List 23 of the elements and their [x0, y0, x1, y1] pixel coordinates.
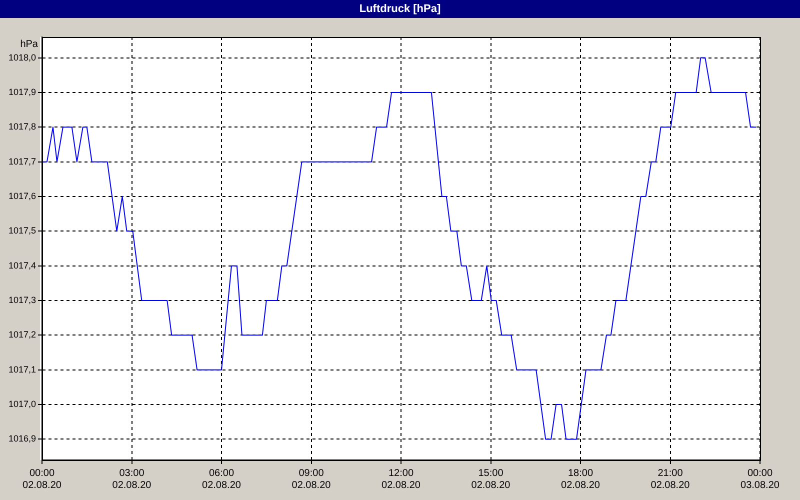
- x-tick-label: 12:00 02.08.20: [382, 468, 421, 491]
- y-tick-label: 1017,8: [8, 122, 36, 132]
- x-tick-label: 15:00 02.08.20: [471, 468, 511, 491]
- y-tick-label: 1017,4: [8, 260, 36, 270]
- y-tick-label: 1017,3: [8, 294, 36, 305]
- y-tick-label: 1018,0: [8, 52, 36, 62]
- y-tick-label: 1016,9: [8, 434, 36, 444]
- x-tick-label: 21:00 02.08.20: [650, 468, 690, 491]
- y-tick-label: 1017,6: [8, 190, 36, 201]
- x-tick-label: 06:00 02.08.20: [202, 468, 242, 491]
- y-tick-label: 1017,7: [8, 156, 36, 166]
- y-tick-label: 1017,5: [8, 226, 36, 236]
- x-tick-label: 03:00 02.08.20: [112, 468, 152, 491]
- y-tick-label: 1017,0: [8, 399, 36, 410]
- y-tick-label: 1017,1: [8, 364, 36, 374]
- x-tick-label: 09:00 02.08.20: [292, 468, 332, 491]
- y-tick-label: 1017,9: [8, 86, 36, 97]
- x-tick-label: 00:00 03.08.20: [740, 468, 780, 491]
- y-axis-title: hPa: [20, 38, 38, 50]
- chart-title: Luftdruck [hPa]: [0, 0, 800, 18]
- x-tick-label: 18:00 02.08.20: [561, 468, 600, 491]
- y-tick-label: 1017,2: [8, 330, 36, 340]
- x-tick-label: 00:00 02.08.20: [22, 468, 62, 491]
